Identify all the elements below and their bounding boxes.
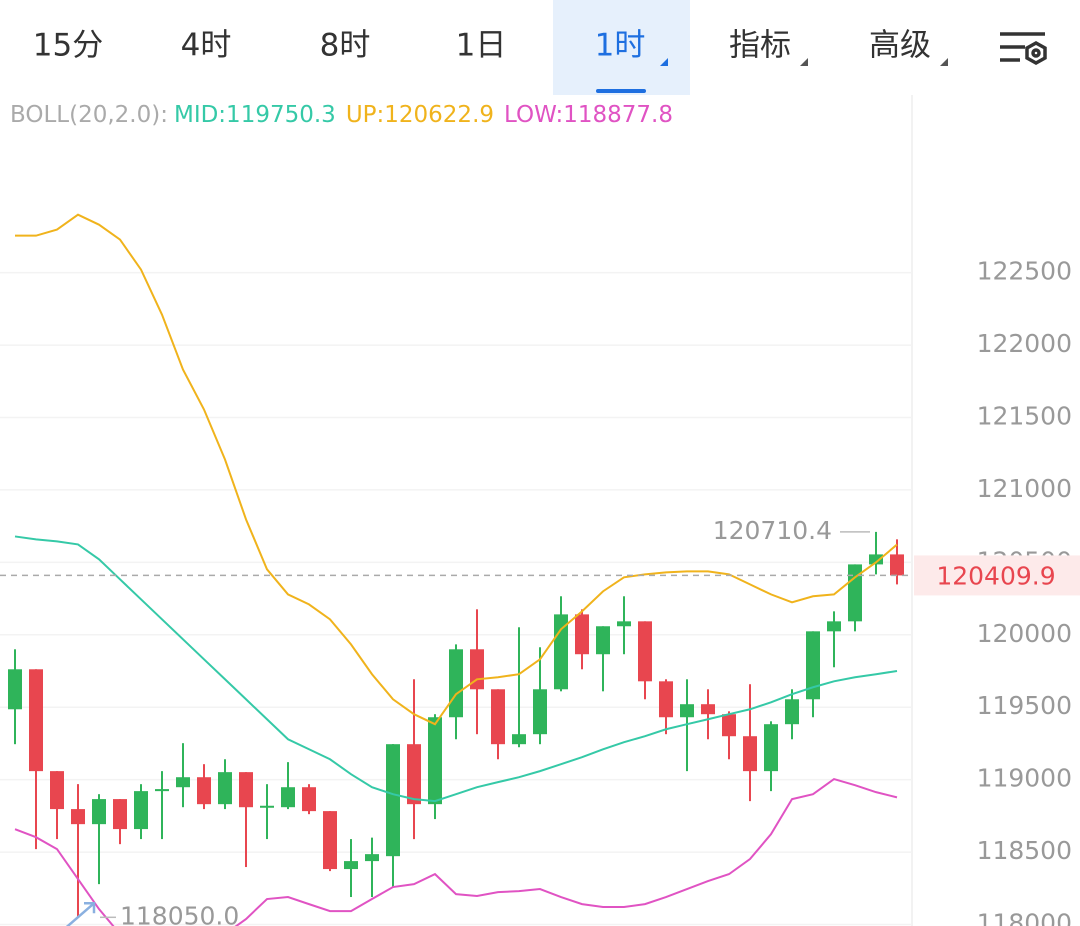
settings-icon[interactable] [1000,32,1047,66]
max-label: 120710.4 [713,516,832,545]
candle-body [407,744,421,805]
dropdown-caret [940,58,948,66]
candle-body [701,704,715,715]
tab[interactable]: 1日 [456,28,507,64]
candle-body [92,799,106,825]
candle-body [386,744,400,857]
candle-body [827,621,841,632]
candle-body [596,626,610,655]
min-label: 118050.0 [120,901,239,926]
candle-body [722,714,736,737]
y-tick-label: 119000 [977,764,1072,793]
candle-body [848,564,862,622]
candle-body [365,854,379,862]
y-tick-label: 118500 [977,836,1072,865]
indicator-name: BOLL(20,2.0): [10,102,168,128]
candle-body [134,791,148,830]
y-tick-label: 122500 [977,257,1072,286]
y-tick-label: 118000 [977,909,1072,926]
candle-body [29,669,43,772]
candle-body [680,704,694,718]
y-tick-label: 122000 [977,329,1072,358]
candle-body [449,649,463,718]
candle-body [218,772,232,805]
candle-body [869,554,883,565]
dropdown-caret [660,58,668,66]
legend-entry: LOW:118877.8 [504,102,673,128]
band-line [14,778,898,926]
candle-body [260,805,274,808]
tab[interactable]: 8时 [320,28,371,64]
tab[interactable]: 高级 [869,28,931,64]
candle-body [197,777,211,805]
candle-body [428,717,442,805]
tab-active-bg [553,0,690,95]
candle-body [323,811,337,870]
candle-body [176,777,190,788]
candle-body [617,621,631,627]
candle-body [806,631,820,700]
candle-body [281,787,295,808]
tab[interactable]: 15分 [33,28,103,64]
y-tick-label: 121500 [977,402,1072,431]
band-line [15,213,898,726]
candle-body [512,734,526,745]
candle-body [785,699,799,725]
legend-entry: UP:120622.9 [346,102,494,128]
band-line [14,535,898,803]
last-price-box [914,555,1080,596]
tab[interactable]: 1时 [595,28,646,64]
candle-body [659,681,673,718]
candle-body [890,554,904,576]
candle-body [575,614,589,655]
candle-body [50,771,64,810]
candle-body [8,669,22,710]
candle-body [71,809,85,825]
candle-body [533,689,547,735]
candle-body [155,789,169,792]
candle-body [302,787,316,812]
tab[interactable]: 4时 [181,28,232,64]
dropdown-caret [800,58,808,66]
tab-underline [596,89,646,93]
last-price-label: 120409.9 [936,561,1055,590]
candle-body [491,689,505,745]
candle-body [239,772,253,808]
y-tick-label: 120000 [977,619,1072,648]
candle-body [764,724,778,772]
tab[interactable]: 指标 [729,28,791,64]
legend-entry: MID:119750.3 [174,102,336,128]
candle-body [743,736,757,772]
y-tick-label: 121000 [977,474,1072,503]
candle-body [638,621,652,682]
indicator-legend: BOLL(20,2.0): MID:119750.3 UP:120622.9 LOW:… [10,102,673,128]
min-arrow [65,902,96,926]
candle-body [113,799,127,830]
candle-body [344,861,358,870]
y-tick-label: 119500 [977,691,1072,720]
